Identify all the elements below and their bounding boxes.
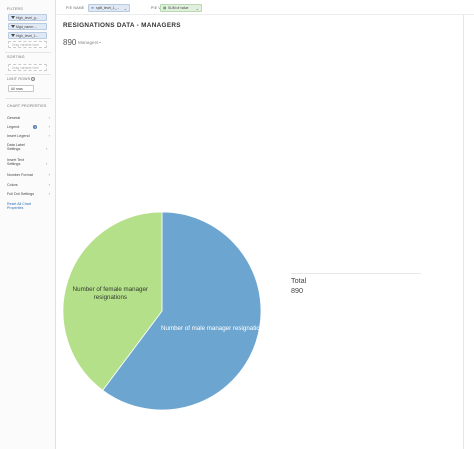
legend-count-badge: 1 <box>33 125 38 130</box>
chevron-right-icon: › <box>48 182 50 187</box>
chevron-down-icon: ⌄ <box>195 5 199 11</box>
pie-slice-male[interactable] <box>102 211 262 411</box>
sidebar: FILTERS High_level_g... Mgd_name:... Hig… <box>0 0 56 449</box>
chevron-down-icon: ⌄ <box>123 5 127 11</box>
filter-icon <box>11 25 15 29</box>
dimension-icon: ≋ <box>91 6 95 11</box>
total-divider <box>291 273 421 274</box>
count-value: 890 <box>63 38 77 47</box>
prop-colors[interactable]: Colors › <box>7 182 50 188</box>
pie-name-label: PIE NAME <box>66 6 85 10</box>
chevron-right-icon: › <box>46 161 48 166</box>
limit-rows-title: LIMIT ROWS <box>7 77 31 81</box>
chevron-down-icon[interactable]: ⌄ <box>98 39 103 45</box>
pie-name-chip[interactable]: ≋ split_level_1_... ⌄ <box>88 3 130 12</box>
prop-legend[interactable]: Legend › <box>7 124 50 130</box>
chevron-right-icon: › <box>46 146 48 151</box>
prop-data-label-settings[interactable]: Data Label Settings <box>7 143 25 151</box>
chevron-right-icon: › <box>48 115 50 120</box>
filters-dropzone[interactable]: Drag variable here <box>8 41 47 48</box>
chart-properties-title: CHART PROPERTIES <box>7 104 47 108</box>
prop-insert-legend[interactable]: Insert Legend › <box>7 133 50 139</box>
chevron-right-icon: › <box>48 133 50 138</box>
female-slice-label: Number of female manager resignations <box>73 286 148 301</box>
chevron-right-icon: › <box>48 172 50 177</box>
pie-value-chip[interactable]: ▦ SUM of value ⌄ <box>160 3 202 12</box>
filter-chip[interactable]: High_level_g... <box>8 14 47 21</box>
chevron-right-icon: › <box>48 124 50 129</box>
sorting-title: SORTING <box>7 55 25 59</box>
limit-rows-select[interactable]: All rows <box>8 85 34 92</box>
measure-icon: ▦ <box>163 6 167 11</box>
info-icon[interactable]: i <box>31 76 35 81</box>
count-label[interactable]: Managers <box>78 40 99 45</box>
total-value: 890 <box>291 286 303 295</box>
chevron-right-icon: › <box>48 191 50 196</box>
filter-chip[interactable]: High_level_1... <box>8 32 47 39</box>
total-label: Total <box>291 276 307 285</box>
pie-slice-female[interactable] <box>62 211 163 391</box>
prop-number-format[interactable]: Number Format › <box>7 172 50 178</box>
divider <box>5 52 51 53</box>
filter-chip[interactable]: Mgd_name:... <box>8 23 47 30</box>
filter-icon <box>11 34 15 38</box>
male-slice-label: Number of male manager resignations <box>161 325 266 332</box>
prop-general[interactable]: General › <box>7 115 50 121</box>
sorting-dropzone[interactable]: Drag variable here <box>8 64 47 71</box>
filters-title: FILTERS <box>7 7 23 11</box>
divider <box>5 98 51 99</box>
top-toolbar: PIE NAME ≋ split_level_1_... ⌄ PIE VALUE… <box>56 0 474 15</box>
chart-title: RESIGNATIONS DATA - MANAGERS <box>63 22 181 29</box>
panel-border <box>463 15 464 449</box>
prop-insert-text-settings[interactable]: Insert Text Settings <box>7 158 24 166</box>
filter-icon <box>11 16 15 20</box>
prop-full-dot-settings[interactable]: Full Dot Settings › <box>7 191 50 197</box>
reset-chart-properties-link[interactable]: Reset All Chart Properties <box>7 202 31 211</box>
divider <box>5 74 51 75</box>
